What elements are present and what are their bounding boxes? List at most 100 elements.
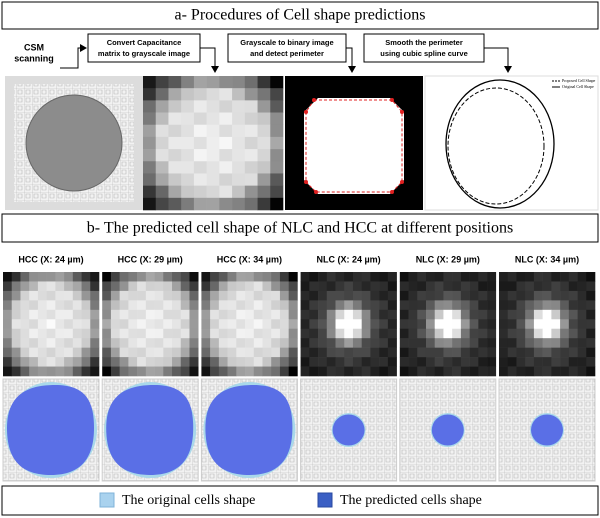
- pixel: [469, 319, 479, 330]
- pixel: [253, 328, 263, 339]
- pixel: [288, 347, 298, 358]
- pixel: [181, 136, 195, 150]
- pixel: [102, 338, 112, 348]
- pixel: [155, 100, 169, 113]
- pixel: [399, 328, 409, 339]
- pixel: [399, 300, 409, 311]
- pixel: [586, 338, 596, 348]
- grayscale-image: [3, 272, 100, 377]
- pixel: [3, 319, 13, 330]
- pixel: [253, 319, 263, 330]
- pixel: [335, 300, 345, 311]
- legend-box: [1, 485, 599, 516]
- pixel: [137, 281, 147, 292]
- pixel: [3, 328, 13, 339]
- pixel: [318, 328, 328, 339]
- pixel: [210, 300, 220, 311]
- pixel: [72, 357, 82, 367]
- panel-label: HCC (X: 29 µm): [118, 254, 183, 264]
- pixel: [172, 366, 182, 377]
- pixel: [551, 347, 561, 358]
- pixel: [64, 300, 74, 311]
- pixel: [11, 309, 21, 320]
- pixel: [128, 290, 138, 301]
- pixel: [137, 347, 147, 358]
- pixel: [516, 281, 526, 292]
- pixel: [172, 290, 182, 301]
- pixel: [551, 366, 561, 377]
- pixel: [189, 300, 199, 311]
- pixel: [499, 328, 509, 339]
- pixel: [143, 76, 157, 89]
- pixel: [309, 347, 319, 358]
- pixel: [11, 366, 21, 377]
- pixel: [193, 149, 207, 162]
- pixel: [245, 309, 255, 320]
- pixel: [516, 300, 526, 311]
- pixel: [460, 300, 470, 311]
- pixel: [318, 290, 328, 301]
- pixel: [245, 366, 255, 377]
- pixel: [262, 290, 272, 301]
- pixel: [270, 76, 284, 89]
- step-label: Convert Capacitance: [107, 38, 182, 47]
- pixel: [232, 136, 246, 150]
- pixel: [344, 328, 354, 339]
- pixel: [193, 124, 207, 138]
- pixel: [168, 161, 182, 174]
- pixel: [236, 309, 246, 320]
- pixel: [55, 357, 65, 367]
- pixel: [232, 173, 246, 186]
- pixel: [206, 76, 220, 89]
- predicted-shape: [531, 414, 563, 446]
- pixel: [81, 366, 91, 377]
- pixel: [271, 366, 281, 377]
- pixel: [128, 366, 138, 377]
- pixel: [236, 357, 246, 367]
- pixel: [210, 272, 220, 282]
- pixel: [227, 319, 237, 330]
- pixel: [408, 328, 418, 339]
- pixel: [399, 281, 409, 292]
- pixel: [244, 136, 258, 150]
- pixel: [154, 281, 164, 292]
- legend-label: The original cells shape: [122, 493, 255, 508]
- pixel: [551, 281, 561, 292]
- pixel: [168, 185, 182, 199]
- pixel: [560, 281, 570, 292]
- pixel: [145, 347, 155, 358]
- pixel: [64, 366, 74, 377]
- pixel: [533, 319, 543, 330]
- pixel: [499, 281, 509, 292]
- pixel: [443, 309, 453, 320]
- pixel: [46, 328, 56, 339]
- pixel: [568, 366, 578, 377]
- pixel: [577, 366, 587, 377]
- pixel: [408, 290, 418, 301]
- pixel: [387, 272, 397, 282]
- pixel: [236, 272, 246, 282]
- pixel: [257, 149, 271, 162]
- pixel: [271, 338, 281, 348]
- pixel: [499, 300, 509, 311]
- pixel: [218, 357, 228, 367]
- pixel: [232, 124, 246, 138]
- pixel: [542, 290, 552, 301]
- pixel: [81, 328, 91, 339]
- pixel: [181, 112, 195, 126]
- pixel: [408, 347, 418, 358]
- pixel: [434, 300, 444, 311]
- pixel: [110, 300, 120, 311]
- pixel: [201, 366, 211, 377]
- pixel: [20, 290, 30, 301]
- pixel: [478, 281, 488, 292]
- pixel: [387, 347, 397, 358]
- pixel: [560, 272, 570, 282]
- pixel: [271, 357, 281, 367]
- pixel: [219, 185, 233, 199]
- pixel: [270, 161, 284, 174]
- pixel: [387, 300, 397, 311]
- pixel: [586, 309, 596, 320]
- pixel: [279, 290, 289, 301]
- pixel: [551, 309, 561, 320]
